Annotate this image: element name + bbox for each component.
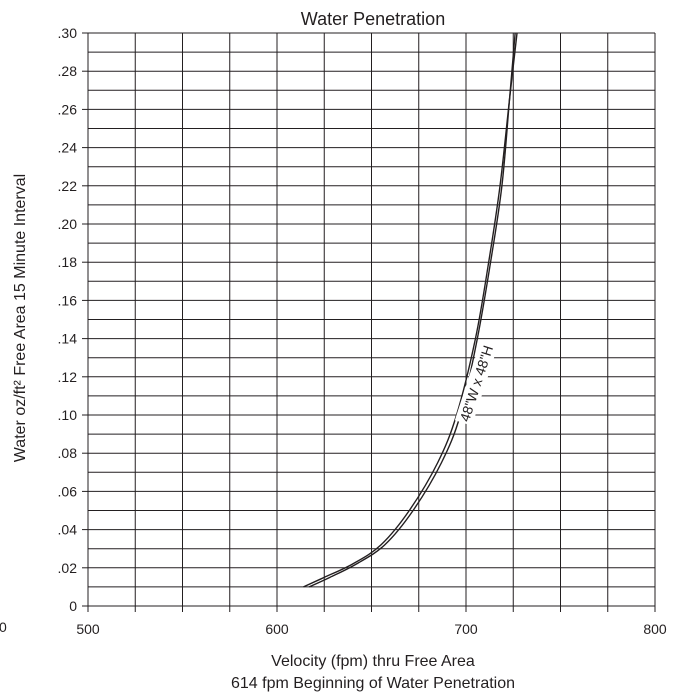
grid <box>82 32 656 612</box>
chart-title: Water Penetration <box>301 9 445 29</box>
series <box>303 32 518 588</box>
series-line-1 <box>303 32 518 588</box>
y-tick-label: .14 <box>58 331 78 347</box>
y-tick-label: .16 <box>58 292 78 308</box>
y-tick-label: .06 <box>58 483 78 499</box>
y-tick-label: .30 <box>58 25 78 41</box>
y-tick-label: .28 <box>58 63 78 79</box>
y-tick-label: .20 <box>58 216 78 232</box>
chart-note: 614 fpm Beginning of Water Penetration <box>231 675 515 692</box>
x-tick-label: 600 <box>265 621 289 637</box>
y-tick-label: .10 <box>58 407 78 423</box>
y-tick-label: .18 <box>58 254 78 270</box>
series-label-background <box>454 341 498 426</box>
y-tick-label: .22 <box>58 178 78 194</box>
y-tick-label: .08 <box>58 445 78 461</box>
y-tick-label: .04 <box>58 522 78 538</box>
y-tick-label: .12 <box>58 369 78 385</box>
y-tick-label: .26 <box>58 101 78 117</box>
edge-fragment: 0 <box>0 619 7 635</box>
y-tick-label: .02 <box>58 560 78 576</box>
x-tick-label: 500 <box>76 621 100 637</box>
x-axis-label: Velocity (fpm) thru Free Area <box>271 653 475 670</box>
y-tick-label: .24 <box>58 140 78 156</box>
x-tick-label: 800 <box>643 621 667 637</box>
y-tick-labels: 0 .02 .04 .06 .08 .10 .12 .14 .16 .18 .20 .22 .24 .26… <box>58 25 78 614</box>
x-tick-labels: 500 600 700 800 <box>76 621 667 637</box>
y-axis-label: Water oz/ft² Free Area 15 Minute Interva… <box>12 174 29 462</box>
series-line-2 <box>308 32 516 588</box>
x-tick-label: 700 <box>454 621 478 637</box>
y-tick-label: 0 <box>69 598 77 614</box>
